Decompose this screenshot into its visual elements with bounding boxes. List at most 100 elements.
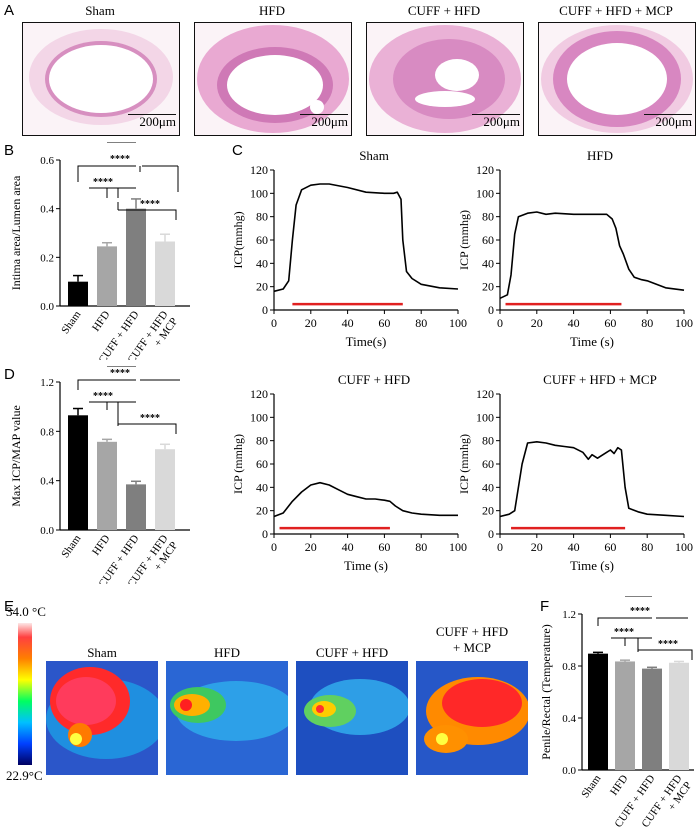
significance-bracket bbox=[638, 649, 693, 660]
x-tick-label: 20 bbox=[305, 540, 317, 554]
y-tick-label: 0.0 bbox=[40, 301, 54, 313]
x-tick-label: 100 bbox=[449, 540, 467, 554]
bar bbox=[126, 484, 146, 530]
icp-trace bbox=[499, 211, 685, 300]
x-tick-label: 20 bbox=[531, 540, 543, 554]
x-tick-label: 40 bbox=[568, 540, 580, 554]
y-tick-label: 0.4 bbox=[40, 476, 54, 488]
chart-title: HFD bbox=[587, 148, 613, 163]
significance-bracket bbox=[77, 165, 136, 182]
bar bbox=[588, 653, 608, 770]
chart-f: 0.0 0.4 0.8 1.2 Penile/Rectal (Temperature) S… bbox=[539, 596, 694, 828]
bar bbox=[68, 281, 88, 306]
icp-trace bbox=[273, 183, 459, 293]
y-tick-label: 0.8 bbox=[40, 426, 54, 438]
y-axis-label: ICP (mmhg) bbox=[457, 434, 471, 494]
y-tick-label: 20 bbox=[482, 280, 494, 294]
x-tick-label: 60 bbox=[604, 316, 616, 330]
x-tick-label: Sham bbox=[59, 532, 83, 560]
y-tick-label: 1.2 bbox=[562, 609, 576, 621]
x-tick-label: HFD bbox=[90, 309, 112, 334]
bar bbox=[126, 208, 146, 306]
y-axis-label-group: Intima area/Lumen area bbox=[9, 175, 23, 290]
histology-title: CUFF + HFD bbox=[407, 3, 481, 18]
scale-bar-label: 200μm bbox=[644, 114, 692, 129]
histology-title: HFD bbox=[258, 3, 285, 18]
y-axis-label-group: Max ICP/MAP value bbox=[9, 405, 23, 507]
x-tick-label: 20 bbox=[531, 316, 543, 330]
y-tick-label: 120 bbox=[250, 387, 268, 401]
y-axis-label: ICP (mmhg) bbox=[457, 210, 471, 270]
bar bbox=[642, 668, 662, 770]
y-tick-label: 0.4 bbox=[40, 204, 54, 216]
significance-bracket bbox=[597, 617, 652, 626]
x-tick-label: 100 bbox=[449, 316, 467, 330]
y-tick-label: 80 bbox=[482, 210, 494, 224]
y-tick-label: 60 bbox=[482, 457, 494, 471]
histology-sham bbox=[22, 22, 180, 136]
chart-c-cuff-hfd: CUFF + HFD 0 20 40 60 80 100 120 0 20 40 60 80 100 Tim… bbox=[231, 372, 467, 573]
y-axis-label: Penile/Rectal (Temperature) bbox=[539, 624, 553, 759]
significance-label: **** bbox=[110, 154, 130, 165]
significance-bracket bbox=[118, 209, 177, 220]
x-tick-label: Sham bbox=[579, 772, 603, 800]
histology-hfd bbox=[194, 22, 352, 136]
y-tick-label: 0.2 bbox=[40, 252, 54, 264]
chart-c-hfd: HFD 0 20 40 60 80 100 120 0 20 40 60 80 100 Time (s) IC… bbox=[457, 148, 693, 349]
y-axis-label-group: ICP(mmhg) bbox=[231, 211, 245, 268]
x-tick-label-group: HFD bbox=[608, 773, 630, 798]
panel-label-c: C bbox=[232, 142, 243, 159]
y-tick-label: 0 bbox=[262, 303, 268, 317]
significance-bracket bbox=[106, 401, 136, 410]
y-tick-label: 100 bbox=[250, 410, 268, 424]
thermal-image-cuff-hfd-mcp bbox=[416, 661, 528, 775]
x-tick-label: 60 bbox=[378, 540, 390, 554]
significance-bracket bbox=[77, 379, 136, 390]
histology-title: CUFF + HFD + MCP bbox=[559, 3, 673, 18]
thermal-title: CUFF + HFD + MCP bbox=[435, 624, 509, 655]
y-tick-label: 40 bbox=[482, 480, 494, 494]
y-tick-label: 120 bbox=[250, 163, 268, 177]
temperature-colorbar bbox=[18, 623, 32, 765]
chart-title: Sham bbox=[359, 148, 389, 163]
x-tick-label-group: Sham bbox=[59, 308, 83, 336]
x-tick-label: 60 bbox=[604, 540, 616, 554]
significance-label: **** bbox=[658, 639, 678, 650]
y-axis-label: ICP (mmhg) bbox=[231, 434, 245, 494]
x-tick-label: Sham bbox=[59, 308, 83, 336]
thermal-title: HFD bbox=[213, 645, 240, 660]
x-tick-label: 0 bbox=[497, 316, 503, 330]
y-tick-label: 0 bbox=[488, 527, 494, 541]
vessel-section-image bbox=[541, 25, 693, 133]
y-axis-label-group: ICP (mmhg) bbox=[457, 210, 471, 270]
y-tick-label: 60 bbox=[482, 233, 494, 247]
x-tick-label: HFD bbox=[608, 773, 630, 798]
y-tick-label: 20 bbox=[256, 280, 268, 294]
significance-bracket bbox=[106, 187, 136, 198]
significance-label: **** bbox=[140, 199, 160, 210]
x-tick-label: 0 bbox=[271, 316, 277, 330]
bar bbox=[155, 241, 175, 306]
y-tick-label: 120 bbox=[476, 163, 494, 177]
y-tick-label: 1.2 bbox=[40, 377, 54, 389]
y-tick-label: 80 bbox=[256, 434, 268, 448]
x-tick-label-group: Sham bbox=[579, 772, 603, 800]
x-tick-label-group: Sham bbox=[59, 532, 83, 560]
scale-bar-label: 200μm bbox=[300, 114, 348, 129]
histology-cuff-hfd-mcp bbox=[538, 22, 696, 136]
y-tick-label: 60 bbox=[256, 457, 268, 471]
y-tick-label: 40 bbox=[256, 480, 268, 494]
y-tick-label: 20 bbox=[256, 504, 268, 518]
y-tick-label: 100 bbox=[476, 410, 494, 424]
y-axis-label-group: ICP (mmhg) bbox=[457, 434, 471, 494]
thermal-title: CUFF + HFD bbox=[315, 645, 389, 660]
x-tick-label: 80 bbox=[415, 316, 427, 330]
y-axis-label: Max ICP/MAP value bbox=[9, 405, 23, 507]
scale-bar-label: 200μm bbox=[128, 114, 176, 129]
chart-c-cuff-hfd-mcp: CUFF + HFD + MCP 0 20 40 60 80 100 120 0 20 40 60 80… bbox=[457, 372, 693, 573]
panel-label-d: D bbox=[4, 366, 15, 383]
x-tick-label: 60 bbox=[378, 316, 390, 330]
x-tick-label: 100 bbox=[675, 540, 693, 554]
y-tick-label: 0.0 bbox=[562, 765, 576, 777]
